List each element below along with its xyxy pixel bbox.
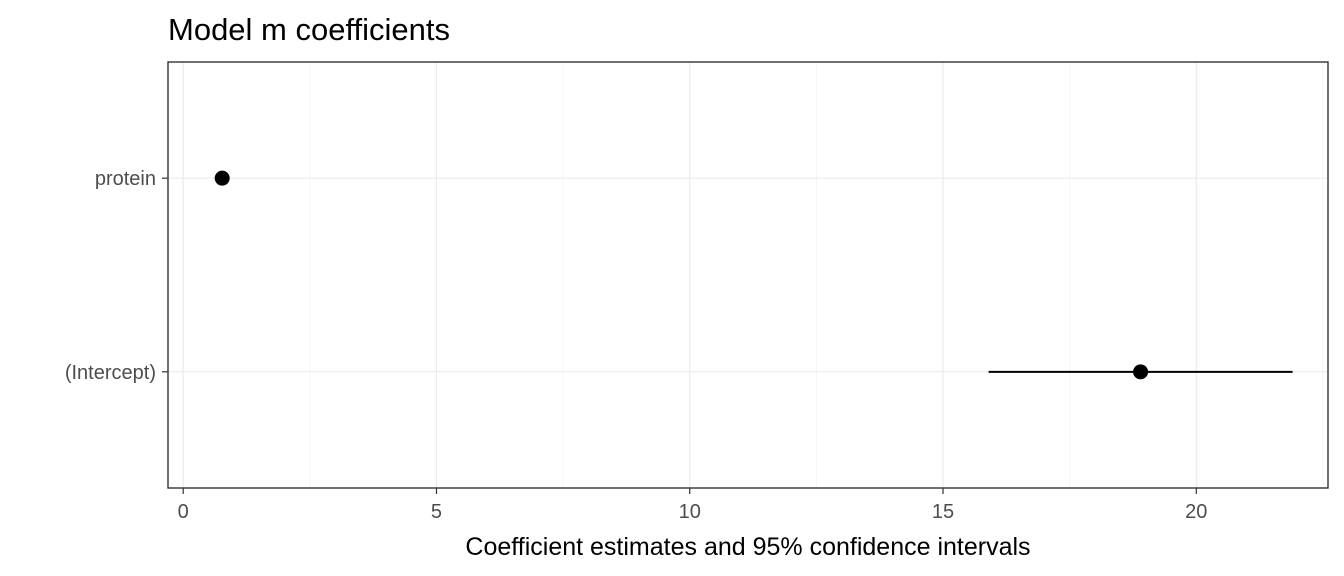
coefficient-point [214, 170, 230, 186]
y-tick-label: protein [95, 168, 156, 190]
x-tick-label: 5 [431, 501, 442, 523]
x-tick-label: 10 [679, 501, 701, 523]
plot-marks [214, 170, 1293, 380]
x-tick-label: 20 [1185, 501, 1207, 523]
y-tick-label: (Intercept) [65, 362, 156, 384]
x-axis-label: Coefficient estimates and 95% confidence… [465, 533, 1030, 561]
coefficient-point [1133, 364, 1149, 380]
axes: 0 5 10 15 20 protein (Intercept) [65, 168, 1208, 523]
x-tick-label: 15 [932, 501, 954, 523]
panel-border [167, 61, 1329, 489]
grid-lines [168, 62, 1328, 488]
x-tick-label: 0 [178, 501, 189, 523]
chart-title: Model m coefficients [168, 12, 450, 47]
